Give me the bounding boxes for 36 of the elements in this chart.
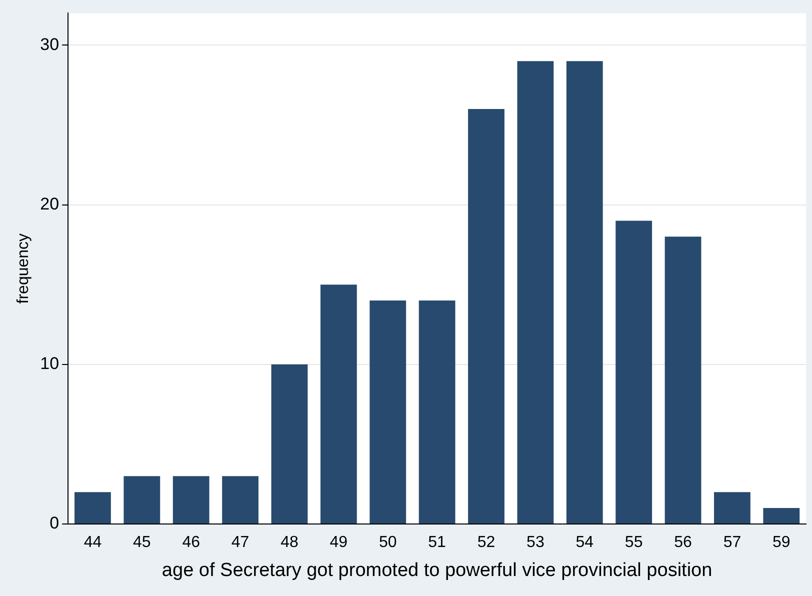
x-tick-label: 57	[723, 534, 742, 552]
bar	[616, 220, 652, 524]
bar	[271, 364, 308, 524]
y-tick-label: 10	[40, 354, 60, 374]
x-tick-label: 56	[674, 534, 692, 552]
y-axis-title: frequency	[15, 233, 32, 304]
x-tick-label: 44	[84, 534, 102, 552]
bar	[566, 61, 603, 524]
bar	[714, 492, 750, 524]
bar	[517, 61, 554, 524]
bar	[418, 300, 456, 524]
bar	[222, 476, 258, 524]
x-tick-label: 54	[576, 534, 594, 552]
bar	[468, 108, 504, 524]
x-axis-title: age of Secretary got promoted to powerful vice provincial position	[162, 560, 712, 581]
x-tick-label: 49	[330, 534, 348, 552]
x-tick-label: 47	[231, 534, 250, 552]
bar	[664, 236, 702, 524]
bar	[320, 284, 357, 524]
x-tick-label: 45	[133, 534, 151, 552]
y-tick-label: 0	[50, 514, 60, 533]
x-tick-label: 59	[772, 534, 790, 552]
bar	[370, 300, 406, 524]
x-tick-label: 46	[182, 534, 200, 552]
x-tick-label: 48	[280, 534, 298, 552]
x-tick-label: 55	[624, 534, 643, 552]
bar	[763, 508, 800, 524]
x-tick-label: 52	[477, 534, 496, 552]
x-tick-label: 53	[526, 534, 544, 552]
x-tick-label: 51	[428, 534, 446, 552]
bar	[172, 476, 210, 524]
y-tick-label: 30	[40, 34, 60, 54]
y-tick-label: 20	[40, 194, 60, 214]
bar	[124, 476, 160, 524]
bar	[74, 492, 111, 524]
x-tick-label: 50	[378, 534, 397, 552]
